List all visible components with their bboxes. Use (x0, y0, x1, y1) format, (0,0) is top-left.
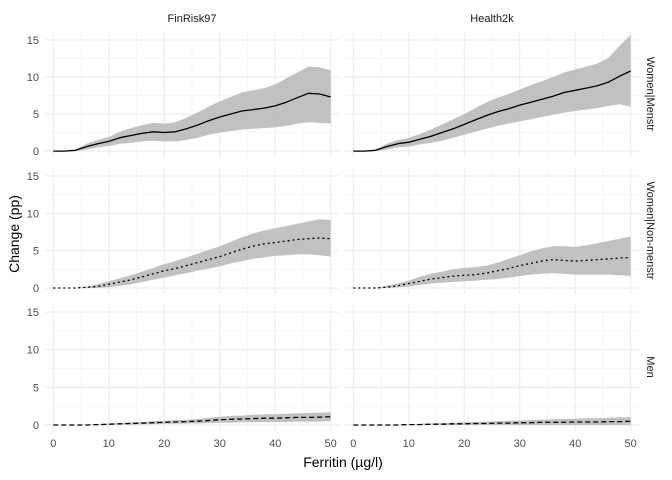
confidence-band (353, 34, 631, 152)
series-line (53, 237, 331, 289)
y-tick-label: 10 (27, 345, 39, 357)
series-line (53, 416, 331, 426)
y-tick-label: 0 (33, 420, 39, 432)
y-tick-label: 5 (33, 382, 39, 394)
panels-layer (45, 31, 639, 431)
strip-label-women-menstr: Women|Menstr (644, 57, 656, 132)
y-tick-label: 15 (27, 171, 39, 183)
panel-women-menstr-health2k (345, 31, 639, 157)
panel-women-menstr-finrisk97 (45, 31, 339, 157)
y-axis-title: Change (pp) (6, 195, 22, 273)
strip-label-men: Men (644, 356, 656, 377)
x-tick-label: 10 (403, 438, 415, 450)
confidence-band (53, 219, 331, 288)
confidence-band (53, 66, 331, 152)
y-tick-label: 0 (33, 283, 39, 295)
strip-label-health2k: Health2k (470, 13, 514, 25)
strip-label-finrisk97: FinRisk97 (168, 13, 217, 25)
x-tick-label: 40 (569, 438, 581, 450)
panel-men-finrisk97 (45, 303, 339, 431)
x-tick-label: 50 (625, 438, 637, 450)
x-tick-label: 40 (269, 438, 281, 450)
panel-women-non-menstr-health2k (345, 167, 639, 294)
y-tick-label: 5 (33, 109, 39, 121)
y-tick-label: 15 (27, 307, 39, 319)
confidence-band (53, 412, 331, 425)
series-line (353, 70, 631, 152)
series-line (53, 92, 331, 152)
series-line (353, 256, 631, 289)
x-tick-label: 0 (50, 438, 56, 450)
x-tick-label: 10 (103, 438, 115, 450)
confidence-band (353, 236, 631, 288)
confidence-band (353, 417, 631, 425)
x-tick-label: 30 (514, 438, 526, 450)
x-tick-label: 0 (350, 438, 356, 450)
strips-layer: FinRisk97 Health2k Women|Menstr Women|Non-m… (168, 13, 656, 378)
x-tick-label: 50 (325, 438, 337, 450)
x-tick-label: 20 (158, 438, 170, 450)
x-axis-title: Ferritin (µg/l) (303, 454, 383, 470)
strip-label-women-non-menstr: Women|Non-menstr (644, 181, 656, 279)
series-line (353, 420, 631, 426)
panel-men-health2k (345, 303, 639, 431)
y-tick-label: 10 (27, 72, 39, 84)
x-tick-label: 30 (214, 438, 226, 450)
axes-layer: 0 5 10 15 0 5 10 15 0 5 10 15 0 10 20 30 40 50 0 10 20 30 40 50 (27, 35, 637, 450)
y-tick-label: 0 (33, 146, 39, 158)
y-tick-label: 5 (33, 246, 39, 258)
panel-women-non-menstr-finrisk97 (45, 167, 339, 294)
x-tick-label: 20 (458, 438, 470, 450)
y-tick-label: 15 (27, 35, 39, 47)
y-tick-label: 10 (27, 208, 39, 220)
